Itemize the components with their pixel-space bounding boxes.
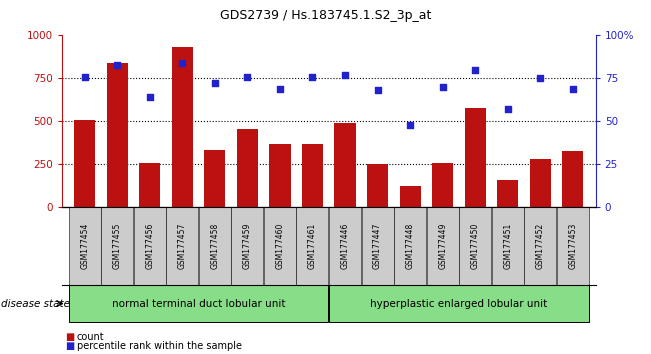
Bar xyxy=(432,163,453,207)
Bar xyxy=(107,63,128,207)
Text: normal terminal duct lobular unit: normal terminal duct lobular unit xyxy=(112,298,285,309)
Bar xyxy=(400,187,421,207)
Point xyxy=(112,62,122,67)
Point xyxy=(405,122,415,127)
Text: GSM177449: GSM177449 xyxy=(438,223,447,269)
Text: hyperplastic enlarged lobular unit: hyperplastic enlarged lobular unit xyxy=(370,298,547,309)
Text: GSM177450: GSM177450 xyxy=(471,223,480,269)
Text: GSM177453: GSM177453 xyxy=(568,223,577,269)
Bar xyxy=(562,151,583,207)
Point xyxy=(145,95,155,100)
Text: GSM177461: GSM177461 xyxy=(308,223,317,269)
Bar xyxy=(270,144,290,207)
Point xyxy=(177,60,187,66)
Text: GSM177459: GSM177459 xyxy=(243,223,252,269)
Point xyxy=(340,72,350,78)
Point xyxy=(503,107,513,112)
Bar xyxy=(302,144,323,207)
Bar xyxy=(465,108,486,207)
Text: ■: ■ xyxy=(65,341,74,351)
Point xyxy=(372,87,383,93)
Point xyxy=(535,75,546,81)
Text: GSM177457: GSM177457 xyxy=(178,223,187,269)
Text: GSM177448: GSM177448 xyxy=(406,223,415,269)
Text: ■: ■ xyxy=(65,332,74,342)
Text: GDS2739 / Hs.183745.1.S2_3p_at: GDS2739 / Hs.183745.1.S2_3p_at xyxy=(220,9,431,22)
Text: GSM177456: GSM177456 xyxy=(145,223,154,269)
Point xyxy=(568,86,578,91)
Point xyxy=(79,74,90,79)
Point xyxy=(242,74,253,79)
Text: GSM177446: GSM177446 xyxy=(340,223,350,269)
Bar xyxy=(530,159,551,207)
Bar xyxy=(335,123,355,207)
Text: percentile rank within the sample: percentile rank within the sample xyxy=(77,341,242,351)
Text: GSM177452: GSM177452 xyxy=(536,223,545,269)
Text: count: count xyxy=(77,332,104,342)
Text: GSM177451: GSM177451 xyxy=(503,223,512,269)
Text: disease state: disease state xyxy=(1,298,70,309)
Point xyxy=(210,81,220,86)
Point xyxy=(437,84,448,90)
Text: GSM177447: GSM177447 xyxy=(373,223,382,269)
Text: GSM177455: GSM177455 xyxy=(113,223,122,269)
Text: GSM177458: GSM177458 xyxy=(210,223,219,269)
Point xyxy=(470,67,480,73)
Bar xyxy=(497,181,518,207)
Text: GSM177460: GSM177460 xyxy=(275,223,284,269)
Bar xyxy=(237,129,258,207)
Text: GSM177454: GSM177454 xyxy=(80,223,89,269)
Point xyxy=(307,74,318,79)
Bar xyxy=(139,163,160,207)
Point xyxy=(275,86,285,91)
Bar xyxy=(204,150,225,207)
Bar xyxy=(172,47,193,207)
Bar xyxy=(367,164,388,207)
Bar xyxy=(74,120,95,207)
